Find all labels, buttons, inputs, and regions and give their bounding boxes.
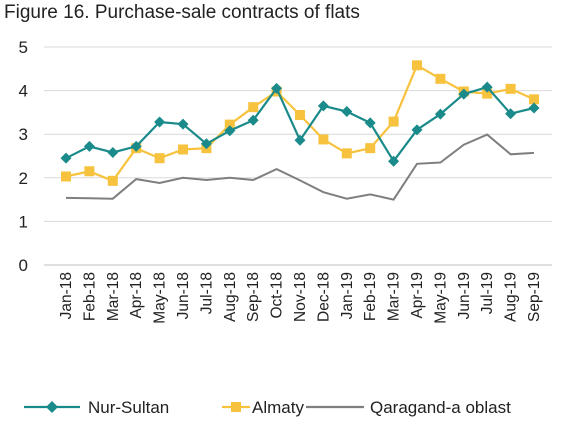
data-point — [178, 144, 188, 155]
x-tick-label: Mar-19 — [386, 272, 403, 321]
data-point — [411, 124, 423, 136]
legend-marker — [231, 402, 241, 412]
data-point — [61, 171, 71, 182]
legend-marker — [46, 401, 58, 413]
legend-label: Almaty — [252, 398, 304, 417]
x-tick-label: Apr-18 — [128, 272, 145, 319]
legend-label: Qaragand-a oblast — [370, 398, 511, 417]
data-point — [317, 100, 329, 112]
data-point — [505, 108, 517, 120]
y-tick-label: 2 — [19, 169, 28, 188]
data-point — [224, 119, 235, 130]
y-tick-label: 4 — [19, 82, 28, 101]
y-tick-label: 5 — [19, 38, 28, 57]
data-point — [200, 138, 212, 150]
data-point — [154, 153, 165, 164]
x-tick-label: Aug-18 — [222, 272, 239, 322]
x-tick-label: Jun-19 — [456, 272, 473, 319]
legend-label: Nur-Sultan — [88, 398, 169, 417]
data-point — [388, 116, 399, 127]
series-line — [65, 63, 535, 183]
data-point — [271, 82, 283, 94]
x-tick-label: Sep-18 — [245, 272, 262, 322]
data-point — [435, 73, 446, 84]
data-point — [318, 134, 329, 145]
data-point — [481, 81, 493, 93]
data-point — [434, 108, 446, 120]
data-point — [364, 117, 376, 129]
data-point — [458, 88, 470, 100]
x-tick-label: Apr-19 — [409, 272, 426, 319]
data-point — [482, 88, 493, 99]
chart-title: Figure 16. Purchase-sale contracts of fl… — [4, 2, 360, 23]
data-point — [294, 134, 306, 146]
data-point — [365, 143, 376, 154]
data-point — [60, 152, 72, 164]
x-tick-label: Feb-18 — [81, 272, 98, 321]
data-point — [505, 83, 516, 94]
x-tick-label: Feb-19 — [362, 272, 379, 321]
x-tick-label: Jun-18 — [175, 272, 192, 319]
x-tick-label: Nov-18 — [292, 272, 309, 322]
x-tick-label: Jan-18 — [58, 272, 75, 319]
data-point — [224, 125, 236, 137]
x-tick-label: May-18 — [152, 272, 169, 324]
x-tick-label: Mar-18 — [105, 272, 122, 321]
data-point — [107, 147, 119, 159]
series-line — [65, 133, 535, 201]
data-point — [412, 60, 422, 71]
x-tick-label: Dec-18 — [315, 272, 332, 322]
data-point — [341, 148, 352, 159]
x-tick-label: Sep-19 — [526, 272, 543, 322]
data-point — [154, 116, 166, 128]
x-tick-label: Jul-18 — [198, 272, 215, 314]
data-point — [248, 102, 259, 113]
data-point — [528, 102, 540, 114]
data-point — [130, 140, 142, 152]
x-tick-label: Oct-18 — [269, 272, 286, 319]
data-point — [247, 114, 259, 126]
x-tick-label: Aug-19 — [503, 272, 520, 322]
x-tick-label: Jul-19 — [479, 272, 496, 314]
y-tick-label: 0 — [19, 256, 28, 275]
data-point — [388, 155, 400, 167]
data-point — [295, 110, 305, 121]
data-point — [341, 106, 353, 118]
data-point — [84, 166, 95, 177]
y-tick-label: 3 — [19, 125, 28, 144]
x-tick-label: May-19 — [432, 272, 449, 324]
data-point — [83, 140, 95, 152]
data-point — [177, 118, 189, 130]
x-tick-label: Jan-19 — [339, 272, 356, 319]
data-point — [107, 175, 118, 186]
y-tick-label: 1 — [19, 212, 28, 231]
data-point — [529, 94, 539, 105]
